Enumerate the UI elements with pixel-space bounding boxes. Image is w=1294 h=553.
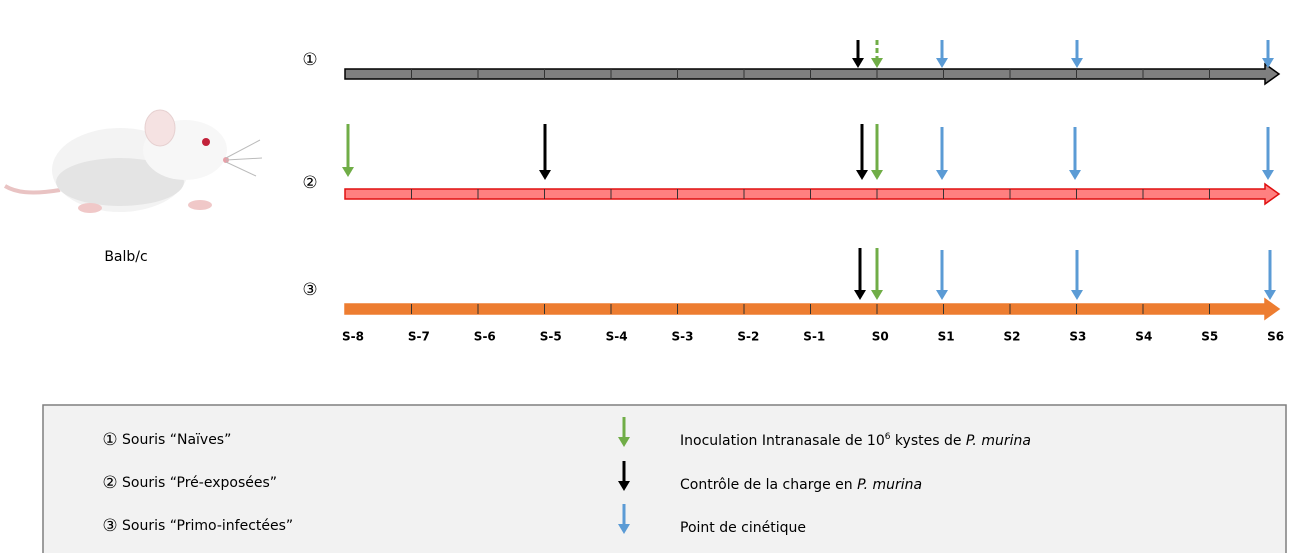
week-label: S-7 xyxy=(408,330,430,344)
mouse-label: Balb/c xyxy=(104,249,147,265)
week-label: S2 xyxy=(1004,330,1021,344)
week-label: S-5 xyxy=(540,330,562,344)
timeline-marker: ① xyxy=(302,50,317,70)
arrow xyxy=(1069,127,1081,180)
arrow xyxy=(936,40,948,68)
legend-text: kystes de xyxy=(890,433,965,449)
arrow xyxy=(1071,40,1083,68)
diagram: Balb/c ① ② ③ S-8 S-7 S-6 S-5 S-4 S-3 S-2 S-1 S0 S1 S2… xyxy=(0,0,1294,553)
arrow-head xyxy=(871,290,883,300)
arrow xyxy=(871,248,883,300)
arrow-head xyxy=(1069,170,1081,180)
arrow xyxy=(856,124,868,180)
week-label: S-1 xyxy=(803,330,825,344)
legend-marker: ① xyxy=(102,430,117,450)
arrow xyxy=(1262,127,1274,180)
arrow-head xyxy=(856,170,868,180)
arrow-head xyxy=(936,58,948,68)
arrow-head xyxy=(539,170,551,180)
arrow xyxy=(871,124,883,180)
arrow xyxy=(539,124,551,180)
arrow-head xyxy=(1262,58,1274,68)
arrow xyxy=(1071,250,1083,300)
timeline-marker: ③ xyxy=(302,280,317,300)
arrow-head xyxy=(342,167,354,177)
week-label: S-6 xyxy=(474,330,496,344)
arrow xyxy=(342,124,354,177)
legend-event-label: Contrôle de la charge en P. murina xyxy=(680,477,922,493)
mouse-image xyxy=(5,110,262,213)
arrow xyxy=(1262,40,1274,68)
legend-italic: P. murina xyxy=(966,433,1031,449)
legend-group-label: Souris “Naïves” xyxy=(122,432,231,448)
legend-marker: ③ xyxy=(102,516,117,536)
legend-italic: P. murina xyxy=(857,477,922,493)
timeline-bar xyxy=(345,64,1279,84)
week-label: S0 xyxy=(872,330,889,344)
week-label: S-2 xyxy=(737,330,759,344)
arrow-head xyxy=(1071,58,1083,68)
timeline-marker: ② xyxy=(302,173,317,193)
arrow-head xyxy=(1264,290,1276,300)
legend-event-label: Inoculation Intranasale de 106 kystes de… xyxy=(680,432,1031,450)
legend-text: Inoculation Intranasale de 10 xyxy=(680,433,885,449)
arrow-head xyxy=(936,170,948,180)
arrow xyxy=(871,40,883,68)
page: {"mouse_label": "Balb/c", "timelines": [… xyxy=(0,0,1294,553)
arrow xyxy=(1264,250,1276,300)
legend-event-label: Point de cinétique xyxy=(680,520,806,536)
legend-text: Contrôle de la charge en xyxy=(680,477,857,493)
timeline-bar xyxy=(345,299,1279,319)
week-label: S-3 xyxy=(672,330,694,344)
arrow xyxy=(936,127,948,180)
legend-group-label: Souris “Primo-infectées” xyxy=(122,518,293,534)
week-label: S4 xyxy=(1135,330,1152,344)
week-label: S1 xyxy=(938,330,955,344)
legend-text: Point de cinétique xyxy=(680,520,806,536)
arrow-head xyxy=(871,170,883,180)
week-label: S6 xyxy=(1267,330,1284,344)
timeline-bar xyxy=(345,184,1279,204)
arrow xyxy=(854,248,866,300)
week-label: S-4 xyxy=(606,330,628,344)
arrow xyxy=(936,250,948,300)
week-label: S3 xyxy=(1069,330,1086,344)
arrow-head xyxy=(852,58,864,68)
arrow-head xyxy=(1071,290,1083,300)
week-label: S-8 xyxy=(342,330,364,344)
arrow-head xyxy=(1262,170,1274,180)
arrow-head xyxy=(871,58,883,68)
week-label: S5 xyxy=(1201,330,1218,344)
legend-group-label: Souris “Pré-exposées” xyxy=(122,475,277,491)
arrow xyxy=(852,40,864,68)
arrow-head xyxy=(854,290,866,300)
arrow-head xyxy=(936,290,948,300)
legend-marker: ② xyxy=(102,473,117,493)
